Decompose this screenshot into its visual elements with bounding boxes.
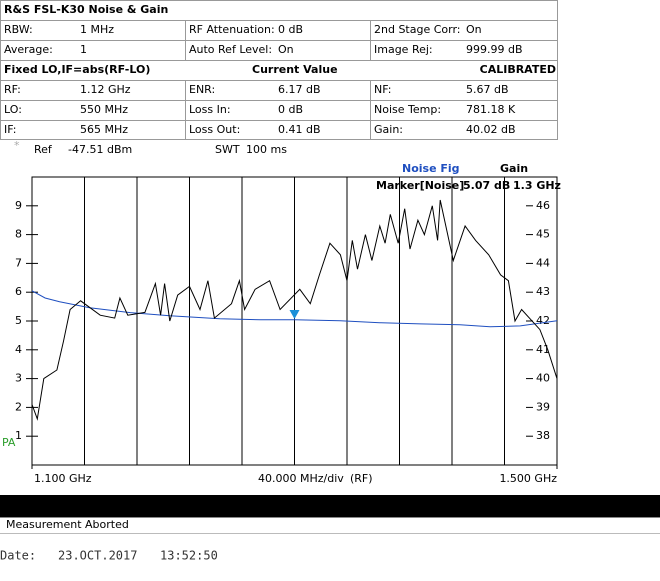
cell-value: 0 dB bbox=[278, 23, 303, 36]
x-tick-label: 1.500 GHz bbox=[499, 472, 557, 485]
cell-label: IF: bbox=[4, 123, 16, 136]
legend-entry: Gain bbox=[500, 162, 528, 175]
cell-value: 5.67 dB bbox=[466, 83, 509, 96]
table-cells: RBW: 1 MHz RF Attenuation: 0 dB 2nd Stage Co… bbox=[4, 23, 523, 136]
cell-value: 6.17 dB bbox=[278, 83, 321, 96]
series-line bbox=[31, 290, 558, 328]
cell-label: RF Attenuation: bbox=[189, 23, 275, 36]
cell-value: 565 MHz bbox=[80, 123, 128, 136]
cell-value: 1 MHz bbox=[80, 23, 114, 36]
time: 13:52:50 bbox=[160, 549, 218, 563]
y-tick-label: 7 bbox=[15, 256, 22, 269]
marker-x: 1.3 GHz bbox=[513, 179, 561, 192]
section-header: Fixed LO,IF=abs(RF-LO) bbox=[4, 63, 150, 76]
y2-tick-label: 46 bbox=[536, 199, 550, 212]
cell-value: 0.41 dB bbox=[278, 123, 321, 136]
status-bar bbox=[0, 495, 660, 517]
y-tick-label: 8 bbox=[15, 228, 22, 241]
y2-tick-label: 45 bbox=[536, 228, 550, 241]
y-tick-label: 2 bbox=[15, 400, 22, 413]
cell-value: 781.18 K bbox=[466, 103, 516, 116]
cell-value: On bbox=[466, 23, 482, 36]
y2-tick-label: 43 bbox=[536, 285, 550, 298]
y-tick-label: 4 bbox=[15, 343, 22, 356]
legend-entry: Noise Fig bbox=[402, 162, 460, 175]
cell-label: Auto Ref Level: bbox=[189, 43, 272, 56]
cell-label: Average: bbox=[4, 43, 53, 56]
y2-tick-label: 39 bbox=[536, 400, 550, 413]
x-tick-label: 1.100 GHz bbox=[34, 472, 92, 485]
date-label: Date: bbox=[0, 549, 36, 563]
cell-value: 40.02 dB bbox=[466, 123, 516, 136]
cell-value: 1 bbox=[80, 43, 87, 56]
x-div-label: 40.000 MHz/div bbox=[258, 472, 344, 485]
cell-value: 0 dB bbox=[278, 103, 303, 116]
cell-label: LO: bbox=[4, 103, 22, 116]
cell-label: Loss In: bbox=[189, 103, 231, 116]
y-tick-label: 1 bbox=[15, 429, 22, 442]
cell-label: RBW: bbox=[4, 23, 33, 36]
cell-label: Noise Temp: bbox=[374, 103, 441, 116]
cell-value: 1.12 GHz bbox=[80, 83, 131, 96]
y-tick-label: 5 bbox=[15, 314, 22, 327]
cell-label: RF: bbox=[4, 83, 21, 96]
message: Measurement Aborted bbox=[6, 518, 129, 531]
date: 23.OCT.2017 bbox=[58, 549, 137, 563]
y2-tick-label: 40 bbox=[536, 372, 550, 385]
x-mode-label: (RF) bbox=[350, 472, 373, 485]
swt-label: SWT bbox=[215, 143, 240, 156]
ref-value: -47.51 dBm bbox=[68, 143, 132, 156]
cell-value: 999.99 dB bbox=[466, 43, 523, 56]
cell-value: On bbox=[278, 43, 294, 56]
marker-value: 5.07 dB bbox=[463, 179, 510, 192]
cell-label: ENR: bbox=[189, 83, 215, 96]
y2-tick-label: 42 bbox=[536, 314, 550, 327]
table-frame bbox=[0, 0, 558, 140]
cell-label: Loss Out: bbox=[189, 123, 240, 136]
table-title: R&S FSL-K30 Noise & Gain bbox=[4, 3, 168, 16]
swt-value: 100 ms bbox=[246, 143, 287, 156]
y-tick-label: 9 bbox=[15, 199, 22, 212]
y2-tick-label: 44 bbox=[536, 256, 550, 269]
ref-label: Ref bbox=[34, 143, 53, 156]
section-header: Current Value bbox=[252, 63, 338, 76]
y2-tick-label: 38 bbox=[536, 429, 550, 442]
cell-label: NF: bbox=[374, 83, 391, 96]
marker-label: Marker[Noise] bbox=[376, 179, 464, 192]
marker bbox=[289, 309, 300, 319]
cell-label: Gain: bbox=[374, 123, 403, 136]
status-flag: * bbox=[14, 139, 20, 152]
cell-value: 550 MHz bbox=[80, 103, 128, 116]
series-line bbox=[31, 199, 558, 421]
y-tick-label: 6 bbox=[15, 285, 22, 298]
section-header: CALIBRATED bbox=[480, 63, 556, 76]
cell-label: 2nd Stage Corr: bbox=[374, 23, 461, 36]
cell-label: Image Rej: bbox=[374, 43, 433, 56]
graticule bbox=[84, 177, 505, 465]
y-tick-label: 3 bbox=[15, 372, 22, 385]
side-label: PA bbox=[2, 436, 16, 449]
